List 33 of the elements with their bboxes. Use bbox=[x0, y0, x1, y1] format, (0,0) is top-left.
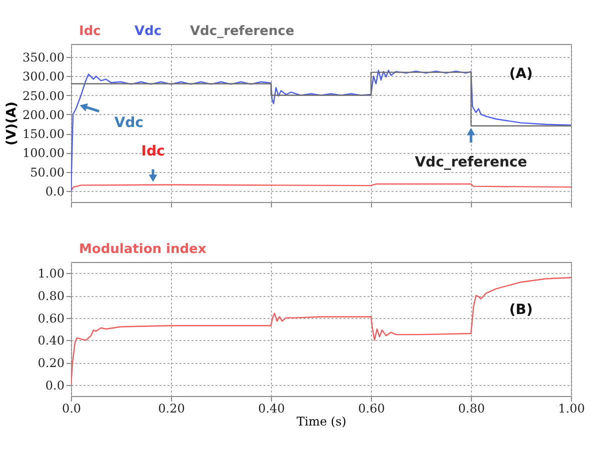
line-series bbox=[71, 183, 571, 192]
text: Vdc bbox=[134, 24, 162, 39]
y-tick-label: 300.00 bbox=[22, 70, 64, 84]
y-tick-label: 350.00 bbox=[22, 50, 64, 65]
y-tick-label: 250.00 bbox=[22, 88, 64, 103]
annotation: Vdc bbox=[114, 114, 144, 131]
y-axis-title: (V)(A) bbox=[4, 102, 20, 146]
y-tick-label: 0.20 bbox=[38, 356, 64, 370]
x-tick-label: 0.40 bbox=[258, 402, 285, 416]
annotation: (A) bbox=[509, 66, 533, 82]
y-tick-label: 0.0 bbox=[45, 184, 64, 198]
annotation: (B) bbox=[509, 302, 533, 318]
y-tick-label: 100.00 bbox=[22, 146, 64, 160]
y-tick-label: 200.00 bbox=[22, 108, 64, 122]
x-tick-label: 1.00 bbox=[558, 402, 585, 416]
x-tick-label: 0.20 bbox=[158, 402, 185, 416]
y-tick-label: 50.00 bbox=[30, 165, 64, 180]
text: Idc bbox=[79, 24, 101, 39]
y-tick-label: 1.00 bbox=[38, 266, 64, 281]
y-tick-label: 150.00 bbox=[22, 127, 64, 142]
y-tick-label: 0.40 bbox=[38, 334, 64, 348]
x-axis-title: Time (s) bbox=[296, 414, 346, 428]
line-series bbox=[71, 277, 571, 386]
text: Modulation index bbox=[79, 242, 207, 257]
annotation: Vdc_reference bbox=[414, 154, 528, 171]
text: Vdc_reference bbox=[190, 24, 294, 39]
x-tick-label: 0.60 bbox=[358, 402, 385, 416]
annotation: Idc bbox=[141, 143, 165, 160]
y-tick-label: 0.80 bbox=[38, 289, 64, 303]
x-tick-label: 0.80 bbox=[458, 402, 485, 416]
x-tick-label: 0.0 bbox=[62, 402, 82, 416]
y-tick-label: 0.60 bbox=[38, 311, 64, 326]
y-tick-label: 0.0 bbox=[45, 378, 64, 392]
